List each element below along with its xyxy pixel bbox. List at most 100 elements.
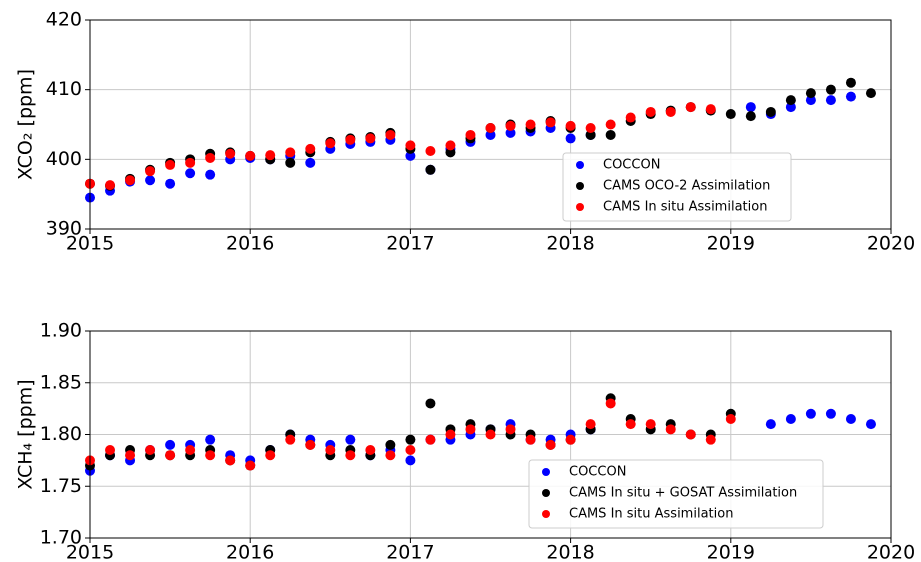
data-point <box>325 445 336 456</box>
data-point <box>405 445 416 456</box>
legend-box <box>528 459 824 529</box>
data-point <box>725 109 736 120</box>
data-point <box>465 424 476 435</box>
data-point <box>745 102 756 113</box>
legend-marker <box>542 489 550 497</box>
data-point <box>585 122 596 133</box>
data-point <box>205 434 216 445</box>
data-point <box>125 175 136 186</box>
data-point <box>685 102 696 113</box>
y-axis-label: XCO₂ [ppm] <box>15 69 37 180</box>
data-point <box>585 129 596 140</box>
data-point <box>505 120 516 131</box>
data-point <box>185 168 196 179</box>
legend-label: COCCON <box>569 465 626 480</box>
data-point <box>425 145 436 156</box>
data-point <box>825 95 836 106</box>
data-point <box>105 445 116 456</box>
data-point <box>265 150 276 161</box>
data-point <box>685 429 696 440</box>
data-point <box>625 112 636 123</box>
data-point <box>805 95 816 106</box>
data-point <box>245 150 256 161</box>
x-tick-label: 2016 <box>226 233 274 255</box>
data-point <box>845 91 856 102</box>
data-point <box>765 106 776 117</box>
data-point <box>125 450 136 461</box>
legend-marker <box>542 468 550 476</box>
x-tick-label: 2018 <box>546 542 594 562</box>
data-point <box>645 106 656 117</box>
y-tick-label: 1.90 <box>40 320 82 342</box>
legend: COCCON CAMS OCO-2 Assimilation CAMS In sit… <box>562 152 792 222</box>
data-point <box>525 434 536 445</box>
legend-label: COCCON <box>603 158 660 173</box>
x-tick-label: 2018 <box>546 233 594 255</box>
x-tick-label: 2020 <box>867 542 915 562</box>
data-point <box>165 178 176 189</box>
data-point <box>405 140 416 151</box>
data-point <box>705 434 716 445</box>
data-point <box>445 140 456 151</box>
legend-marker <box>576 203 584 211</box>
legend-box <box>562 152 792 222</box>
x-tick-label: 2016 <box>226 542 274 562</box>
data-point <box>745 111 756 122</box>
legend-label: CAMS In situ + GOSAT Assimilation <box>569 486 797 501</box>
data-point <box>645 419 656 430</box>
y-tick-label: 1.75 <box>40 475 82 497</box>
data-point <box>205 450 216 461</box>
y-tick-label: 1.80 <box>40 423 82 445</box>
data-point <box>605 119 616 130</box>
y-tick-label: 1.70 <box>40 527 82 549</box>
legend-label: CAMS In situ Assimilation <box>569 507 733 522</box>
data-point <box>805 88 816 99</box>
data-point <box>825 408 836 419</box>
data-point <box>185 445 196 456</box>
y-tick-label: 410 <box>46 78 82 100</box>
data-point <box>505 127 516 138</box>
data-point <box>545 117 556 128</box>
x-tick-label: 2019 <box>707 233 755 255</box>
y-tick-label: 1.85 <box>40 371 82 393</box>
data-point <box>385 439 396 450</box>
legend-marker <box>576 182 584 190</box>
data-point <box>805 408 816 419</box>
data-point <box>225 148 236 159</box>
subplot: 1.70 1.75 1.80 1.85 1.90 2015 2016 2017 2018 2019… <box>15 320 916 562</box>
data-point <box>665 106 676 117</box>
data-point <box>185 157 196 168</box>
data-point <box>545 439 556 450</box>
data-point <box>245 460 256 471</box>
data-point <box>605 398 616 409</box>
data-point <box>565 133 576 144</box>
x-tick-label: 2020 <box>867 233 915 255</box>
legend-marker <box>542 510 550 518</box>
data-point <box>605 129 616 140</box>
data-point <box>425 434 436 445</box>
legend-label: CAMS OCO-2 Assimilation <box>603 179 770 194</box>
data-point <box>725 413 736 424</box>
data-point <box>345 134 356 145</box>
data-point <box>325 138 336 149</box>
data-point <box>145 175 156 186</box>
data-point <box>445 147 456 158</box>
data-point <box>405 434 416 445</box>
legend: COCCON CAMS In situ + GOSAT Assimilation C… <box>528 459 824 529</box>
data-point <box>205 152 216 163</box>
data-point <box>445 429 456 440</box>
data-point <box>865 419 876 430</box>
data-point <box>665 424 676 435</box>
data-point <box>145 166 156 177</box>
data-point <box>845 413 856 424</box>
data-point <box>845 77 856 88</box>
data-point <box>705 104 716 115</box>
data-point <box>285 434 296 445</box>
data-point <box>565 120 576 131</box>
data-point <box>765 419 776 430</box>
y-tick-label: 400 <box>46 148 82 170</box>
plot-frame <box>89 330 892 539</box>
x-tick-label: 2017 <box>386 233 434 255</box>
legend-marker <box>576 161 584 169</box>
